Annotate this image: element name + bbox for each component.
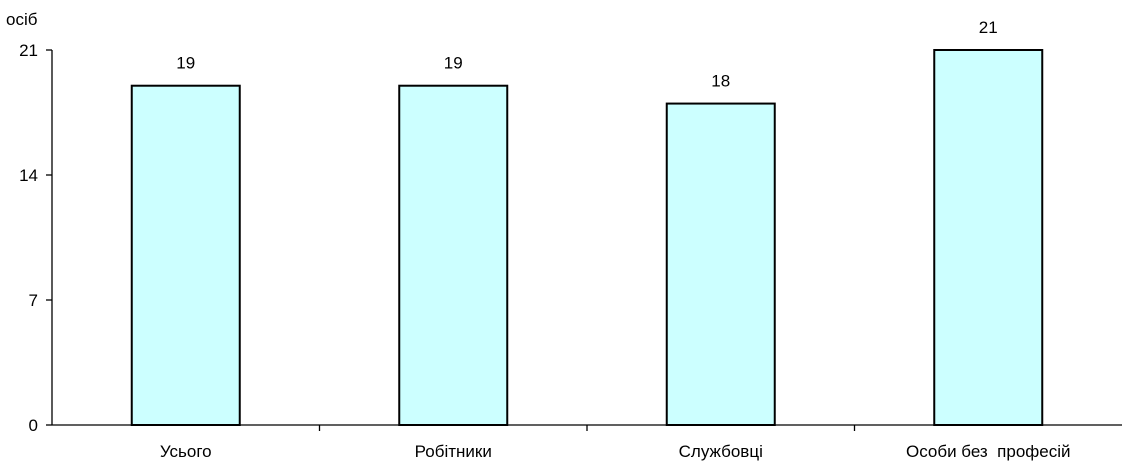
y-tick-label: 14: [19, 166, 38, 185]
bar-1: [130, 84, 241, 426]
bars: 19 19 18 21: [130, 18, 1044, 426]
x-category-label: Усього: [160, 442, 212, 461]
y-tick-label: 7: [29, 291, 38, 310]
bar-value-label: 19: [444, 54, 463, 73]
bar-value-label: 18: [711, 72, 730, 91]
y-axis-label: осіб: [6, 10, 38, 29]
bar-value-label: 19: [176, 54, 195, 73]
y-tick-label: 21: [19, 41, 38, 60]
bar-value-label: 21: [979, 18, 998, 37]
x-category-label: Робітники: [415, 442, 492, 461]
y-tick-label: 0: [29, 416, 38, 435]
bar-3: [665, 102, 776, 426]
x-category-label: Особи без професій: [906, 442, 1071, 461]
x-axis: Усього Робітники Службовці Особи без профес…: [52, 424, 1122, 461]
bar-4: [933, 49, 1044, 426]
bar-2: [398, 84, 509, 426]
x-category-label: Службовці: [679, 442, 763, 461]
y-axis: 0 7 14 21: [19, 41, 53, 435]
